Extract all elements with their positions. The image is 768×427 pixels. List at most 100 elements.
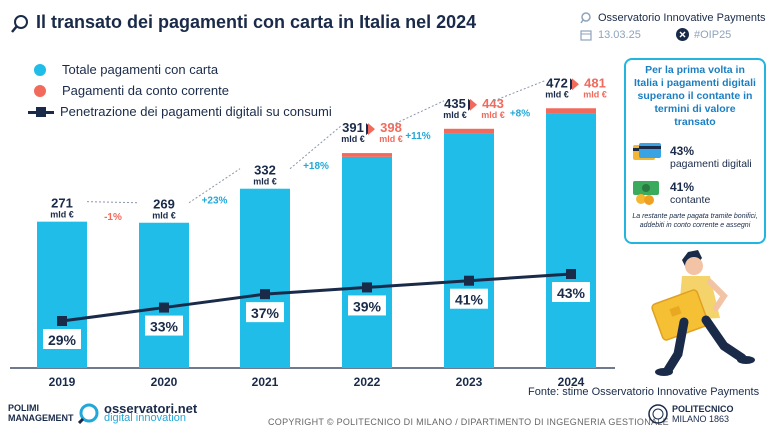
- logo-line-1: POLIMI: [8, 403, 39, 413]
- unit-label-2020: mld €: [152, 211, 176, 221]
- legend-label-cards: Totale pagamenti con carta: [62, 62, 219, 77]
- growth-label-1: +23%: [202, 196, 228, 207]
- total-label-2023: 443: [482, 96, 504, 111]
- penetration-label-2019: 29%: [48, 332, 77, 348]
- account-segment-2022: [342, 153, 392, 157]
- legend-item-cards: Totale pagamenti con carta: [34, 62, 218, 77]
- x-tick-2020: 2020: [151, 375, 178, 389]
- calendar-icon: [580, 30, 592, 41]
- callout-heading: Per la prima volta in Italia i pagamenti…: [634, 64, 756, 128]
- osservatori-name: osservatori.net: [104, 401, 198, 416]
- penetration-label-2022: 39%: [353, 298, 382, 314]
- arrow-accent-2022: [368, 123, 375, 136]
- unit-label-2022: mld €: [341, 134, 365, 144]
- penetration-label-bg-2023: [450, 288, 488, 309]
- x-tick-2024: 2024: [558, 375, 585, 389]
- search-icon: [11, 15, 28, 33]
- total-label-2024: 481: [584, 75, 606, 90]
- penetration-label-bg-2019: [43, 329, 81, 349]
- growth-connector-4: [493, 79, 547, 102]
- bar-2023: [444, 133, 494, 368]
- growth-label-0: -1%: [104, 212, 122, 223]
- legend-swatch-penetration: [28, 106, 54, 118]
- unit-label-2024: mld €: [545, 89, 569, 99]
- legend-swatch-cards: [34, 63, 46, 76]
- cash-icon: [633, 181, 659, 205]
- poli-line-2: MILANO 1863: [672, 414, 730, 424]
- hashtag: #OIP25: [694, 29, 732, 41]
- legend-label-penetration: Penetrazione dei pagamenti digitali su c…: [60, 104, 332, 119]
- penetration-label-2021: 37%: [251, 305, 280, 321]
- arrow-accent-2023: [470, 98, 477, 111]
- osservatori-subtitle: digital innovation: [104, 412, 186, 424]
- legend-swatch-account: [34, 84, 46, 97]
- growth-connector-0: [86, 201, 140, 204]
- penetration-marker-2024: [566, 269, 576, 279]
- total-label-2022: 398: [380, 120, 402, 135]
- total-unit-2023: mld €: [481, 110, 505, 120]
- bar-2022: [342, 156, 392, 368]
- account-segment-2023: [444, 128, 494, 134]
- legend-item-penetration: Penetrazione dei pagamenti digitali su c…: [28, 104, 332, 119]
- digital-label: pagamenti digitali: [670, 158, 752, 170]
- x-tick-2019: 2019: [49, 375, 76, 389]
- cash-pct: 41%: [670, 180, 695, 194]
- value-label-2024: 472: [546, 75, 568, 90]
- penetration-label-bg-2024: [552, 282, 590, 302]
- total-unit-2024: mld €: [583, 89, 607, 99]
- penetration-label-bg-2022: [348, 295, 386, 316]
- account-segment-2024: [546, 108, 596, 114]
- value-label-2019: 271: [51, 196, 73, 211]
- osservatori-logo-icon: [78, 403, 99, 424]
- penetration-marker-2023: [464, 275, 474, 286]
- penetration-label-2024: 43%: [557, 285, 586, 301]
- unit-label-2023: mld €: [443, 110, 467, 120]
- page-title: Il transato dei pagamenti con carta in I…: [36, 12, 477, 32]
- penetration-line: [61, 272, 572, 323]
- value-label-2022: 391: [342, 120, 364, 135]
- penetration-label-bg-2021: [246, 302, 284, 323]
- unit-label-2021: mld €: [253, 177, 277, 187]
- penetration-label-2020: 33%: [150, 319, 179, 335]
- person-carrying-card-illustration: [651, 250, 755, 376]
- penetration-marker-2020: [159, 302, 169, 313]
- polimi-management-logo: POLIMI MANAGEMENT: [8, 403, 74, 423]
- x-tick-2022: 2022: [354, 375, 381, 389]
- unit-label-2019: mld €: [50, 210, 74, 220]
- growth-connector-3: [391, 100, 445, 126]
- callout-note: La restante parte pagata tramite bonific…: [632, 213, 758, 229]
- penetration-marker-2022: [362, 282, 372, 293]
- arrow-accent-2024: [572, 78, 579, 91]
- value-label-2021: 332: [254, 163, 276, 178]
- penetration-label-2023: 41%: [455, 292, 484, 308]
- poli-line-1: POLITECNICO: [672, 404, 734, 414]
- penetration-label-bg-2020: [145, 315, 183, 336]
- org-name: Osservatorio Innovative Payments: [598, 12, 766, 24]
- legend-item-account: Pagamenti da conto corrente: [34, 83, 229, 98]
- growth-label-2: +18%: [303, 161, 329, 172]
- event-date: 13.03.25: [598, 29, 641, 41]
- logo-line-2: MANAGEMENT: [8, 413, 74, 423]
- value-label-2023: 435: [444, 96, 466, 111]
- credit-card-icon: [633, 143, 661, 160]
- growth-label-3: +11%: [405, 131, 430, 142]
- bar-2020: [139, 222, 189, 368]
- x-logo-icon: [676, 28, 689, 41]
- source-note: Fonte: stime Osservatorio Innovative Pay…: [528, 386, 760, 398]
- value-label-2020: 269: [153, 197, 175, 212]
- penetration-marker-2021: [260, 289, 270, 300]
- legend-label-account: Pagamenti da conto corrente: [62, 83, 229, 98]
- bar-2024: [546, 113, 596, 369]
- penetration-marker-2019: [57, 316, 67, 326]
- callout-box: Per la prima volta in Italia i pagamenti…: [624, 58, 766, 244]
- search-icon: [580, 12, 591, 24]
- growth-connector-2: [289, 124, 343, 170]
- bar-2021: [240, 188, 290, 368]
- growth-label-4: +8%: [510, 109, 530, 120]
- copyright: COPYRIGHT © POLITECNICO DI MILANO / DIPA…: [268, 417, 669, 427]
- digital-pct: 43%: [670, 144, 695, 158]
- politecnico-seal-icon: [648, 404, 668, 424]
- cash-label: contante: [670, 194, 711, 206]
- x-tick-2023: 2023: [456, 375, 483, 389]
